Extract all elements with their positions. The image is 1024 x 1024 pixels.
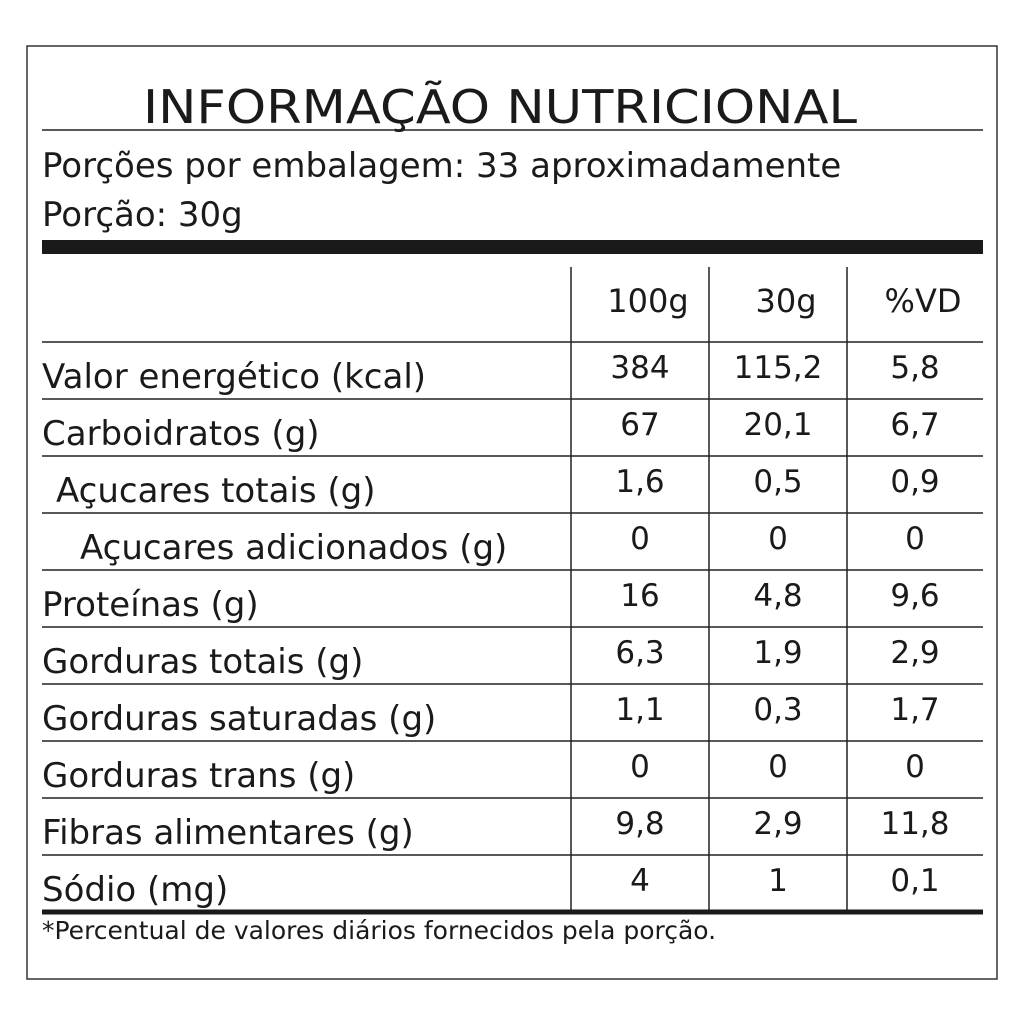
servings-per-package: Porções por embalagem: 33 aproximadament… bbox=[42, 146, 841, 186]
cell-value: 4 bbox=[630, 863, 650, 899]
cell-value: 0 bbox=[768, 749, 788, 785]
cell-value: 0 bbox=[630, 749, 650, 785]
serving-size: Porção: 30g bbox=[42, 195, 243, 235]
row-label: Gorduras saturadas (g) bbox=[42, 699, 436, 739]
cell-value: 16 bbox=[620, 578, 659, 614]
cell-value: 384 bbox=[610, 350, 669, 386]
cell-value: 1 bbox=[768, 863, 788, 899]
row-label: Gorduras trans (g) bbox=[42, 756, 355, 796]
cell-value: 20,1 bbox=[743, 407, 812, 443]
cell-value: 0 bbox=[905, 749, 925, 785]
row-label: Sódio (mg) bbox=[42, 870, 228, 910]
cell-value: 9,6 bbox=[890, 578, 939, 614]
cell-value: 1,1 bbox=[615, 692, 664, 728]
row-label: Fibras alimentares (g) bbox=[42, 813, 414, 853]
cell-value: 0,5 bbox=[753, 464, 802, 500]
cell-value: 4,8 bbox=[753, 578, 802, 614]
column-header: 30g bbox=[755, 282, 816, 320]
cell-value: 1,9 bbox=[753, 635, 802, 671]
cell-value: 11,8 bbox=[880, 806, 949, 842]
column-header: 100g bbox=[607, 282, 688, 320]
cell-value: 0,9 bbox=[890, 464, 939, 500]
row-label: Proteínas (g) bbox=[42, 585, 259, 625]
column-header: %VD bbox=[885, 282, 962, 320]
cell-value: 6,3 bbox=[615, 635, 664, 671]
cell-value: 2,9 bbox=[890, 635, 939, 671]
row-label: Valor energético (kcal) bbox=[42, 357, 426, 397]
cell-value: 0 bbox=[630, 521, 650, 557]
cell-value: 0,1 bbox=[890, 863, 939, 899]
title: INFORMAÇÃO NUTRICIONAL bbox=[143, 80, 857, 134]
row-label: Açucares totais (g) bbox=[56, 471, 375, 511]
row-label: Carboidratos (g) bbox=[42, 414, 320, 454]
cell-value: 67 bbox=[620, 407, 659, 443]
row-label: Açucares adicionados (g) bbox=[80, 528, 507, 568]
footnote: *Percentual de valores diários fornecido… bbox=[42, 916, 716, 945]
cell-value: 5,8 bbox=[890, 350, 939, 386]
thick-bar bbox=[42, 240, 983, 254]
cell-value: 1,7 bbox=[890, 692, 939, 728]
cell-value: 9,8 bbox=[615, 806, 664, 842]
row-label: Gorduras totais (g) bbox=[42, 642, 363, 682]
cell-value: 0 bbox=[768, 521, 788, 557]
cell-value: 1,6 bbox=[615, 464, 664, 500]
cell-value: 0 bbox=[905, 521, 925, 557]
cell-value: 2,9 bbox=[753, 806, 802, 842]
cell-value: 6,7 bbox=[890, 407, 939, 443]
cell-value: 0,3 bbox=[753, 692, 802, 728]
cell-value: 115,2 bbox=[734, 350, 823, 386]
